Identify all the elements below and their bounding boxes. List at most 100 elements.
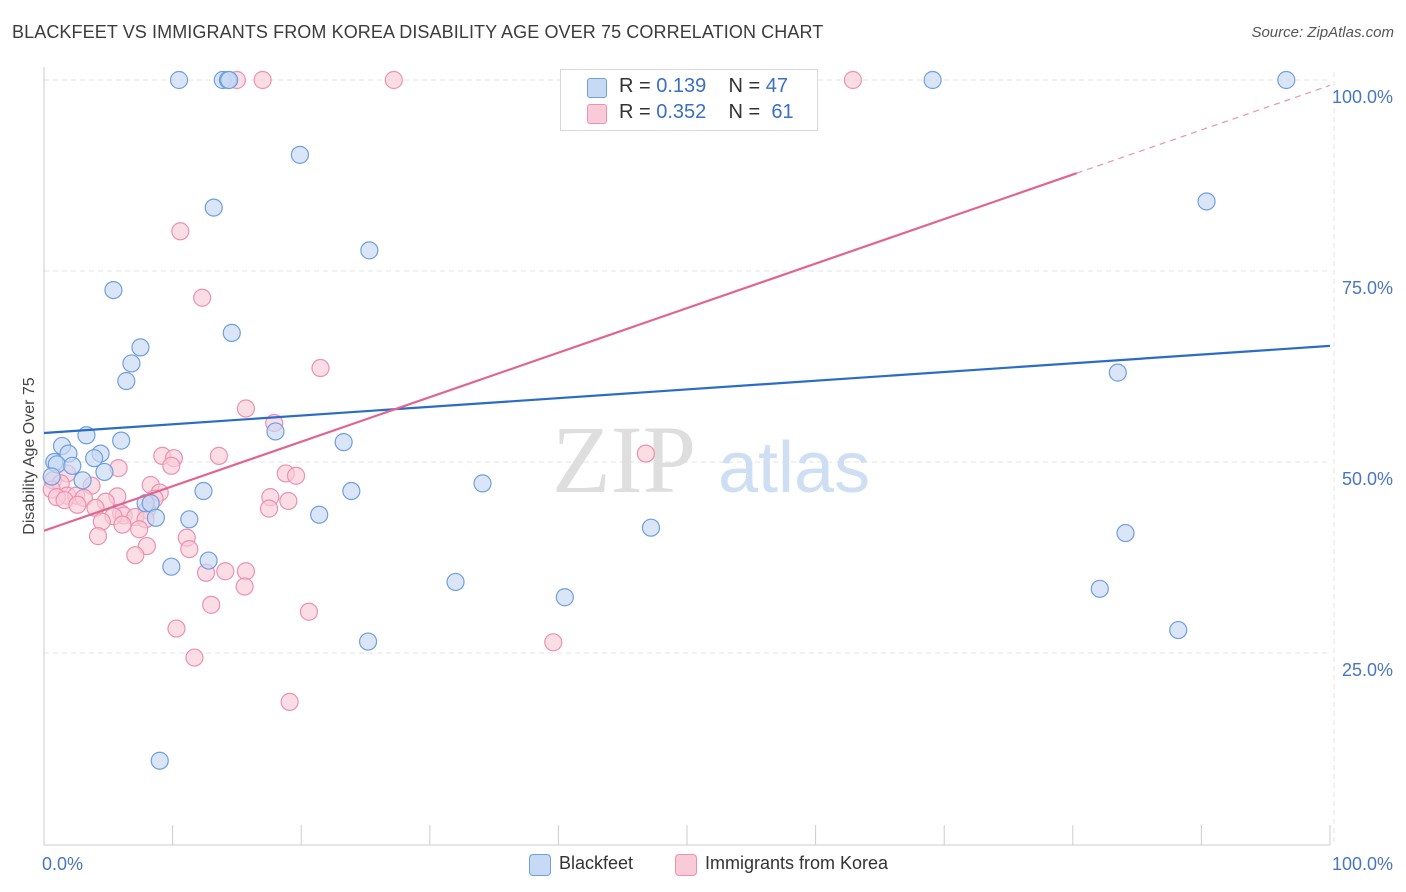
blackfeet-point <box>85 449 104 468</box>
trend-lines <box>43 84 1331 532</box>
korea-point <box>286 466 306 485</box>
n-value: 47 <box>765 75 789 97</box>
blackfeet-point <box>63 456 82 475</box>
correlation-legend: R = 0.139 N = 47 R = 0.352 N = 61 <box>560 69 818 131</box>
x-tick-label-min: 0.0% <box>42 854 83 874</box>
blackfeet-point <box>1116 523 1135 543</box>
korea-point <box>171 222 190 241</box>
korea-point <box>235 577 254 596</box>
blackfeet-point <box>95 462 114 482</box>
blackfeet-point <box>199 551 218 570</box>
korea-point <box>88 527 108 546</box>
blackfeet-point <box>342 481 361 501</box>
blackfeet-point <box>112 431 131 450</box>
blackfeet-point <box>641 518 661 537</box>
korea-point <box>236 562 256 581</box>
blackfeet-point <box>266 422 285 441</box>
korea-point <box>384 70 403 90</box>
korea-point <box>843 70 862 90</box>
blackfeet-point <box>104 281 123 300</box>
n-label: N = <box>728 75 761 97</box>
legend-label-korea: Immigrants from Korea <box>705 853 889 873</box>
korea-point <box>209 446 228 465</box>
korea-point <box>253 70 272 90</box>
korea-trend-line <box>43 172 1078 532</box>
blue-swatch <box>529 854 551 876</box>
korea-point <box>544 633 563 652</box>
blackfeet-trend-line <box>43 344 1331 435</box>
legend-label-blackfeet: Blackfeet <box>559 853 634 873</box>
korea-point <box>185 648 204 667</box>
tick-labels: 25.0% 50.0% 75.0% 100.0% 0.0% 100.0% <box>42 87 1393 874</box>
korea-point <box>113 515 132 534</box>
watermark-zip: ZIP <box>552 406 696 513</box>
korea-point <box>280 692 299 711</box>
blackfeet-point <box>204 198 223 217</box>
r-label: R = <box>619 101 651 123</box>
pink-swatch <box>675 854 697 876</box>
n-value: 61 <box>771 101 794 123</box>
y-tick-label: 100.0% <box>1332 87 1393 107</box>
korea-point <box>299 602 319 621</box>
r-label: R = <box>619 75 651 97</box>
korea-point <box>259 499 279 518</box>
korea-point <box>180 539 199 559</box>
blackfeet-point <box>150 751 169 770</box>
blackfeet-point <box>220 70 239 90</box>
korea-point <box>216 562 235 581</box>
blackfeet-point <box>334 433 353 452</box>
korea-point <box>236 399 256 418</box>
blackfeet-point <box>473 474 492 493</box>
blackfeet-point <box>360 241 379 260</box>
blackfeet-point <box>180 510 199 529</box>
korea-point <box>126 546 145 565</box>
n-label: N = <box>728 101 761 123</box>
blackfeet-point <box>73 471 92 490</box>
x-tick-label-max: 100.0% <box>1332 854 1393 874</box>
blackfeet-point <box>146 508 165 527</box>
y-tick-label: 50.0% <box>1342 469 1393 489</box>
watermark-atlas: atlas <box>718 428 870 508</box>
korea-point <box>202 595 221 614</box>
blackfeet-point <box>1108 363 1127 382</box>
blackfeet-point <box>290 145 310 164</box>
blackfeet-point <box>446 572 465 592</box>
y-tick-label: 75.0% <box>1342 278 1393 298</box>
watermark: ZIP atlas <box>552 406 870 513</box>
korea-point <box>279 491 298 511</box>
r-value: 0.352 <box>656 101 707 123</box>
pink-swatch <box>587 104 607 124</box>
blackfeet-point <box>122 354 141 373</box>
blackfeet-point <box>1090 579 1109 598</box>
axes <box>43 67 1331 846</box>
series-immigrants-from-korea-points <box>42 70 862 711</box>
blackfeet-point <box>117 371 136 391</box>
y-axis-label: Disability Age Over 75 <box>21 377 38 535</box>
korea-point <box>167 619 186 638</box>
blackfeet-point <box>162 557 181 576</box>
korea-trend-extension <box>1076 84 1331 174</box>
blackfeet-point <box>169 70 189 90</box>
blackfeet-point <box>923 70 942 90</box>
blackfeet-point <box>1197 192 1216 211</box>
series-legend: Blackfeet Immigrants from Korea <box>0 851 1406 879</box>
blue-swatch <box>587 78 607 98</box>
korea-point <box>68 495 87 514</box>
blackfeet-point <box>1169 620 1188 640</box>
r-value: 0.139 <box>656 75 707 97</box>
blackfeet-point <box>42 467 61 486</box>
blackfeet-point <box>222 323 241 342</box>
korea-point <box>130 520 149 539</box>
blackfeet-point <box>194 481 213 501</box>
blackfeet-point <box>358 632 378 651</box>
source-label: Source: ZipAtlas.com <box>1251 24 1394 41</box>
korea-point <box>311 358 330 378</box>
blackfeet-point <box>310 505 329 524</box>
blackfeet-point <box>555 588 574 607</box>
chart-title: BLACKFEET VS IMMIGRANTS FROM KOREA DISAB… <box>12 22 824 42</box>
korea-point <box>193 288 212 307</box>
y-tick-label: 25.0% <box>1342 660 1393 680</box>
blackfeet-point <box>131 338 150 357</box>
korea-point <box>162 456 181 475</box>
